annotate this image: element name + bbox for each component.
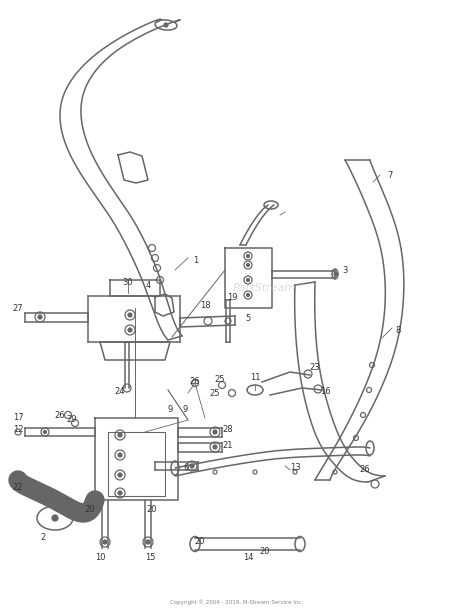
Circle shape <box>246 278 249 281</box>
Text: 28: 28 <box>223 425 233 435</box>
Text: 26: 26 <box>190 378 201 387</box>
Text: 1: 1 <box>193 256 199 264</box>
Text: 3: 3 <box>342 265 348 275</box>
Text: 20: 20 <box>147 506 157 514</box>
Text: 23: 23 <box>310 364 320 373</box>
Circle shape <box>118 491 122 495</box>
Text: 4: 4 <box>146 281 151 289</box>
Text: 18: 18 <box>200 300 210 310</box>
Text: 2: 2 <box>40 533 46 543</box>
Circle shape <box>164 23 168 27</box>
Text: 15: 15 <box>145 554 155 563</box>
Circle shape <box>44 430 46 433</box>
Circle shape <box>213 445 217 449</box>
Circle shape <box>246 264 249 267</box>
Text: 19: 19 <box>227 292 237 302</box>
Text: Copyright © 2004 - 2019, M-Stream Service Inc.: Copyright © 2004 - 2019, M-Stream Servic… <box>171 600 303 605</box>
Text: 26: 26 <box>55 411 65 419</box>
Text: 21: 21 <box>223 441 233 449</box>
Text: 25: 25 <box>215 376 225 384</box>
Text: 29: 29 <box>67 416 77 424</box>
Circle shape <box>118 433 122 437</box>
Text: 27: 27 <box>13 303 23 313</box>
Text: 10: 10 <box>95 554 105 563</box>
Circle shape <box>190 464 194 468</box>
Text: 7: 7 <box>387 170 392 180</box>
Text: 12: 12 <box>13 425 23 435</box>
Text: 8: 8 <box>395 326 401 335</box>
Text: 5: 5 <box>246 313 251 322</box>
Circle shape <box>128 313 132 317</box>
Text: 6: 6 <box>183 463 189 473</box>
Text: 20: 20 <box>85 506 95 514</box>
Circle shape <box>213 430 217 434</box>
Text: 11: 11 <box>250 373 260 383</box>
Circle shape <box>118 473 122 477</box>
Text: 25: 25 <box>210 389 220 397</box>
Circle shape <box>246 294 249 297</box>
Text: PartStream™: PartStream™ <box>233 283 307 293</box>
Text: 30: 30 <box>123 278 133 286</box>
Circle shape <box>146 540 150 544</box>
Circle shape <box>103 540 107 544</box>
Text: 24: 24 <box>115 387 125 397</box>
Circle shape <box>334 272 338 276</box>
Text: 20: 20 <box>260 547 270 557</box>
Circle shape <box>246 254 249 257</box>
Text: 16: 16 <box>319 387 330 397</box>
Text: 20: 20 <box>195 538 205 547</box>
Text: 9: 9 <box>182 406 188 414</box>
Text: 17: 17 <box>13 414 23 422</box>
Text: 14: 14 <box>243 554 253 563</box>
Circle shape <box>118 453 122 457</box>
Text: 26: 26 <box>360 465 370 474</box>
Circle shape <box>128 328 132 332</box>
Text: 9: 9 <box>167 406 173 414</box>
Circle shape <box>38 315 42 319</box>
Text: 22: 22 <box>13 484 23 492</box>
Circle shape <box>52 515 58 521</box>
Text: 13: 13 <box>290 463 301 473</box>
